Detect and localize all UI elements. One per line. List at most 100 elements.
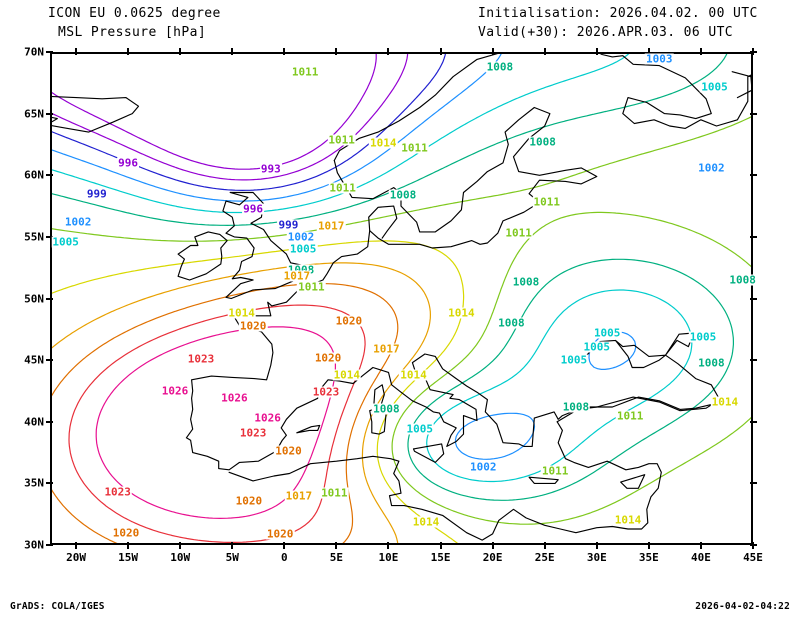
- y-tick: [46, 482, 53, 485]
- y-tick-right: [750, 482, 757, 485]
- coastline: [528, 476, 559, 484]
- y-tick-right: [750, 297, 757, 300]
- y-tick-right: [750, 112, 757, 115]
- x-axis-label: 20W: [66, 551, 86, 564]
- contour-label: 1002: [469, 460, 498, 474]
- contour-label: 1005: [288, 242, 318, 256]
- contour-label: 993: [259, 162, 282, 176]
- contour-label: 1014: [332, 368, 362, 382]
- x-tick: [439, 542, 442, 549]
- y-axis-label: 55N: [24, 230, 44, 244]
- contour-label: 1008: [511, 275, 541, 289]
- y-tick-right: [750, 359, 757, 362]
- y-axis-label: 60N: [24, 168, 44, 182]
- x-axis-label: 40E: [690, 551, 711, 564]
- coastline: [185, 230, 721, 471]
- contour-line-1020: [50, 486, 122, 545]
- header-field-title: MSL Pressure [hPa]: [58, 25, 207, 40]
- y-tick: [46, 51, 53, 53]
- contour-label: 1023: [103, 485, 132, 499]
- coastline: [222, 191, 303, 300]
- contour-line-1020: [50, 283, 399, 545]
- x-tick-top: [283, 48, 286, 55]
- contour-label: 1011: [328, 181, 357, 195]
- contour-label: 1026: [220, 391, 249, 405]
- contour-line-1005: [426, 289, 693, 483]
- contour-label: 996: [117, 156, 140, 170]
- footer-credit: GrADS: COLA/IGES: [10, 601, 105, 612]
- x-tick: [699, 542, 702, 549]
- contour-label: 1008: [497, 316, 526, 330]
- x-tick: [283, 542, 286, 549]
- x-tick: [543, 542, 546, 549]
- contour-line-1008: [407, 258, 734, 501]
- contour-label: 1023: [311, 385, 341, 399]
- y-tick: [46, 420, 53, 423]
- contour-label: 1017: [316, 219, 346, 233]
- coastline: [228, 421, 662, 541]
- contour-line-1002: [50, 52, 503, 202]
- coastline: [412, 443, 445, 463]
- x-tick-top: [231, 48, 234, 55]
- plot-frame: [50, 52, 753, 545]
- y-axis-label: 50N: [24, 292, 44, 305]
- coastline: [620, 474, 646, 489]
- x-axis-label: 5W: [225, 551, 239, 564]
- contour-label: 1011: [297, 280, 326, 294]
- y-tick-right: [750, 235, 757, 238]
- contour-label: 996: [242, 202, 265, 216]
- y-axis-label: 65N: [24, 107, 44, 121]
- x-tick: [752, 542, 754, 549]
- coastline: [583, 339, 667, 369]
- contour-label: 1020: [234, 494, 264, 508]
- coastline-group: [50, 52, 753, 541]
- x-tick-top: [647, 48, 650, 55]
- contour-line-996: [50, 52, 409, 181]
- contour-label: 1005: [688, 330, 718, 344]
- x-tick-top: [752, 48, 754, 55]
- x-tick-top: [699, 48, 702, 55]
- coastline: [333, 52, 753, 162]
- x-tick-top: [75, 48, 78, 55]
- contour-line-1017: [50, 262, 431, 545]
- y-axis-label: 30N: [24, 538, 44, 552]
- x-tick-top: [543, 48, 546, 55]
- x-tick-top: [335, 48, 338, 55]
- contour-line-1005: [50, 52, 632, 214]
- contour-label: 1026: [160, 384, 190, 398]
- contour-label: 1005: [582, 340, 612, 354]
- contour-label: 1008: [485, 60, 515, 74]
- contour-label: 1005: [700, 80, 729, 93]
- contour-label: 1005: [405, 422, 434, 436]
- contour-label: 1008: [561, 400, 591, 414]
- x-tick-top: [439, 48, 442, 55]
- contour-label: 1011: [615, 409, 645, 423]
- x-tick-top: [595, 48, 598, 55]
- contour-map-plot: 1011 1008 1003 1005 1002 996 993 999 996 1002 999 1…: [46, 48, 757, 549]
- contour-label: 1014: [399, 368, 428, 382]
- x-tick: [647, 542, 650, 549]
- contour-label: 1005: [51, 235, 80, 249]
- coastline: [333, 106, 598, 249]
- x-axis-label: 30E: [586, 551, 607, 564]
- x-axis-label: 25E: [534, 551, 555, 564]
- contour-label: 1014: [710, 395, 740, 409]
- x-axis-label: 45E: [743, 551, 763, 564]
- contour-label: 1002: [63, 215, 93, 229]
- x-tick: [179, 542, 182, 549]
- contour-label: 1014: [411, 515, 441, 529]
- coastline: [296, 424, 321, 434]
- contour-label: 1011: [504, 226, 533, 240]
- y-axis-label: 45N: [24, 353, 44, 367]
- contour-label: 1008: [372, 402, 401, 416]
- contour-label: 1020: [334, 314, 364, 328]
- contour-label: 1023: [186, 352, 216, 366]
- contour-label: 1003: [645, 52, 674, 66]
- contour-line-1011: [50, 115, 753, 242]
- contour-label: 1011: [327, 133, 356, 146]
- contour-label: 1011: [532, 195, 562, 209]
- y-tick: [46, 359, 53, 362]
- contour-line-1014: [50, 240, 465, 545]
- header-valid-time: Valid(+30): 2026.APR.03. 06 UTC: [478, 25, 734, 40]
- x-tick: [595, 542, 598, 549]
